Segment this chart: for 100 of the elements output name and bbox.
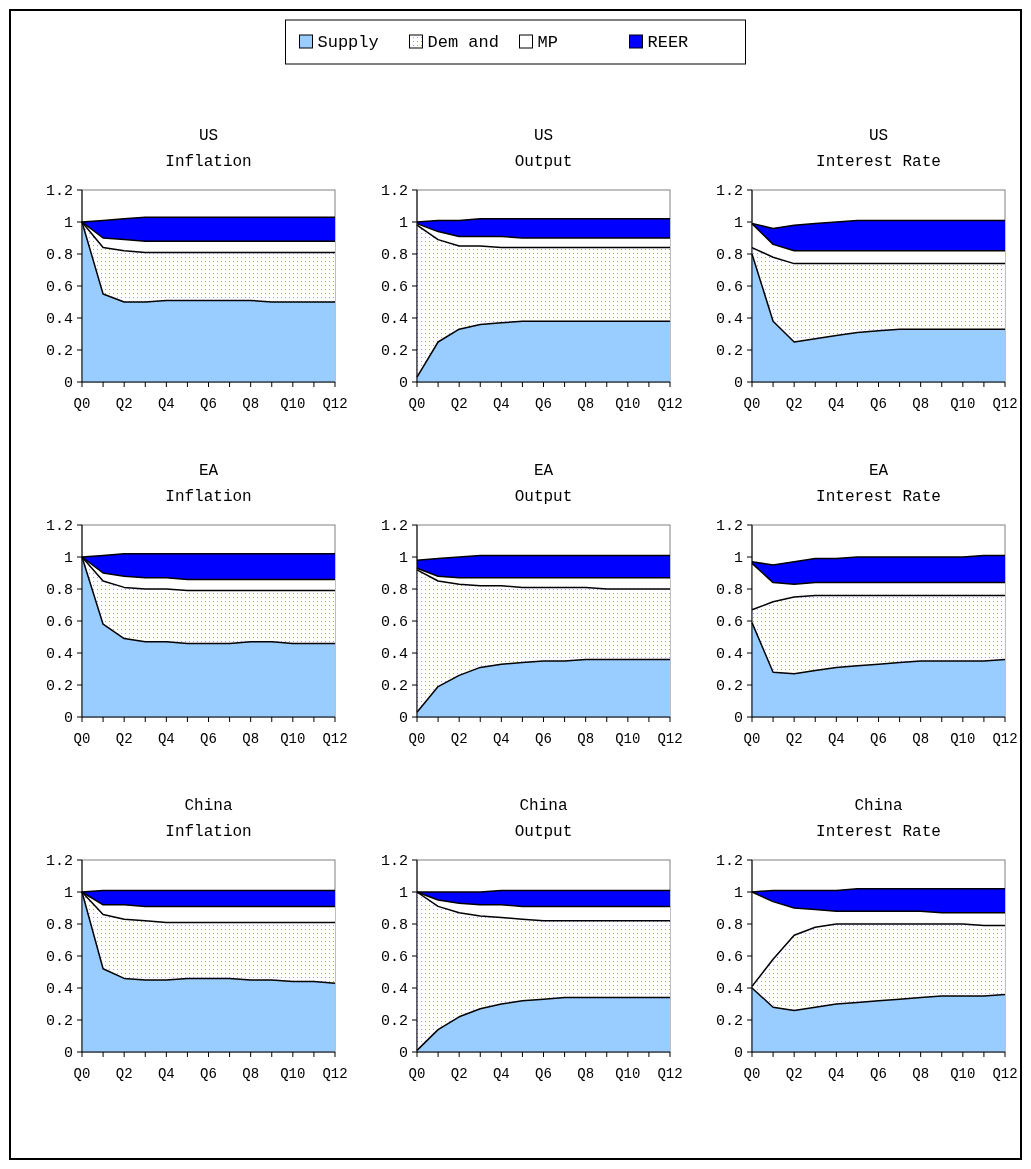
- x-tick-label: Q2: [450, 396, 468, 412]
- x-tick-label: Q2: [450, 731, 468, 747]
- y-tick-label: 1.2: [715, 518, 743, 535]
- y-tick-label: 0.2: [45, 678, 73, 695]
- y-tick-label: 0.8: [380, 582, 408, 599]
- y-tick-label: 0.2: [715, 1013, 743, 1030]
- y-tick-label: 0.4: [715, 981, 743, 998]
- x-tick-label: Q8: [577, 731, 595, 747]
- x-tick-label: Q12: [992, 731, 1018, 747]
- x-tick-label: Q4: [157, 396, 175, 412]
- y-tick-label: 0.4: [380, 311, 408, 328]
- y-tick-label: 0: [733, 710, 743, 727]
- y-tick-label: 0.4: [715, 311, 743, 328]
- chart-title: US: [868, 127, 889, 145]
- y-tick-label: 1.2: [45, 518, 73, 535]
- y-tick-label: 0: [63, 710, 73, 727]
- legend-label: Dem and: [427, 33, 499, 52]
- y-tick-label: 0.4: [380, 981, 408, 998]
- chart-subtitle: Interest Rate: [816, 823, 941, 841]
- x-tick-label: Q2: [115, 396, 133, 412]
- y-tick-label: 0: [733, 1045, 743, 1062]
- y-tick-label: 1: [63, 550, 73, 567]
- y-tick-label: 1.2: [380, 518, 408, 535]
- legend-label: MP: [537, 33, 558, 52]
- x-tick-label: Q0: [408, 1066, 426, 1082]
- chart-subtitle: Output: [514, 823, 573, 841]
- y-tick-label: 0.2: [380, 343, 408, 360]
- y-tick-label: 0: [398, 710, 408, 727]
- y-tick-label: 0: [398, 375, 408, 392]
- x-tick-label: Q12: [322, 731, 348, 747]
- x-tick-label: Q0: [73, 731, 91, 747]
- y-tick-label: 0.4: [380, 646, 408, 663]
- x-tick-label: Q8: [912, 731, 930, 747]
- x-tick-label: Q2: [115, 731, 133, 747]
- x-tick-label: Q6: [535, 731, 552, 747]
- x-tick-label: Q12: [657, 396, 683, 412]
- x-tick-label: Q8: [242, 731, 260, 747]
- y-tick-label: 1.2: [715, 183, 743, 200]
- x-tick-label: Q6: [535, 396, 552, 412]
- y-tick-label: 0.4: [715, 646, 743, 663]
- x-tick-label: Q4: [827, 1066, 845, 1082]
- legend-label: Supply: [317, 33, 379, 52]
- x-tick-label: Q6: [870, 1066, 887, 1082]
- chart-subtitle: Inflation: [165, 488, 252, 506]
- x-tick-label: Q0: [743, 731, 761, 747]
- y-tick-label: 0.6: [45, 279, 73, 296]
- x-tick-label: Q4: [492, 731, 510, 747]
- x-tick-label: Q10: [280, 731, 306, 747]
- y-tick-label: 1: [63, 215, 73, 232]
- x-tick-label: Q4: [827, 731, 845, 747]
- x-tick-label: Q12: [992, 1066, 1018, 1082]
- y-tick-label: 0: [398, 1045, 408, 1062]
- x-tick-label: Q10: [950, 396, 976, 412]
- y-tick-label: 0.8: [380, 247, 408, 264]
- y-tick-label: 0: [733, 375, 743, 392]
- x-tick-label: Q8: [912, 1066, 930, 1082]
- x-tick-label: Q0: [73, 1066, 91, 1082]
- x-tick-label: Q6: [870, 396, 887, 412]
- y-tick-label: 0.2: [45, 343, 73, 360]
- y-tick-label: 0.2: [715, 678, 743, 695]
- x-tick-label: Q2: [115, 1066, 133, 1082]
- x-tick-label: Q10: [950, 1066, 976, 1082]
- x-tick-label: Q8: [912, 396, 930, 412]
- chart-title: China: [184, 797, 233, 815]
- y-tick-label: 0: [63, 375, 73, 392]
- chart-subtitle: Output: [514, 153, 573, 171]
- chart-subtitle: Inflation: [165, 153, 252, 171]
- x-tick-label: Q4: [492, 396, 510, 412]
- x-tick-label: Q10: [280, 1066, 306, 1082]
- x-tick-label: Q0: [408, 731, 426, 747]
- y-tick-label: 0.6: [380, 949, 408, 966]
- y-tick-label: 1: [733, 550, 743, 567]
- y-tick-label: 0.6: [380, 614, 408, 631]
- y-tick-label: 0.4: [45, 981, 73, 998]
- y-tick-label: 1.2: [380, 853, 408, 870]
- y-tick-label: 0.8: [715, 582, 743, 599]
- chart-title: US: [533, 127, 554, 145]
- y-tick-label: 0.6: [45, 614, 73, 631]
- y-tick-label: 0.6: [380, 279, 408, 296]
- x-tick-label: Q4: [157, 731, 175, 747]
- y-tick-label: 1: [63, 885, 73, 902]
- y-tick-label: 0.6: [715, 279, 743, 296]
- chart-subtitle: Interest Rate: [816, 488, 941, 506]
- chart-title: China: [854, 797, 903, 815]
- x-tick-label: Q0: [743, 396, 761, 412]
- y-tick-label: 0.2: [715, 343, 743, 360]
- y-tick-label: 0.4: [45, 311, 73, 328]
- y-tick-label: 0.8: [45, 247, 73, 264]
- y-tick-label: 0.6: [715, 949, 743, 966]
- chart-subtitle: Inflation: [165, 823, 252, 841]
- x-tick-label: Q8: [577, 1066, 595, 1082]
- x-tick-label: Q2: [785, 1066, 803, 1082]
- y-tick-label: 1.2: [45, 183, 73, 200]
- x-tick-label: Q2: [785, 396, 803, 412]
- x-tick-label: Q0: [408, 396, 426, 412]
- y-tick-label: 1.2: [380, 183, 408, 200]
- chart-subtitle: Interest Rate: [816, 153, 941, 171]
- x-tick-label: Q2: [785, 731, 803, 747]
- x-tick-label: Q12: [322, 1066, 348, 1082]
- x-tick-label: Q4: [492, 1066, 510, 1082]
